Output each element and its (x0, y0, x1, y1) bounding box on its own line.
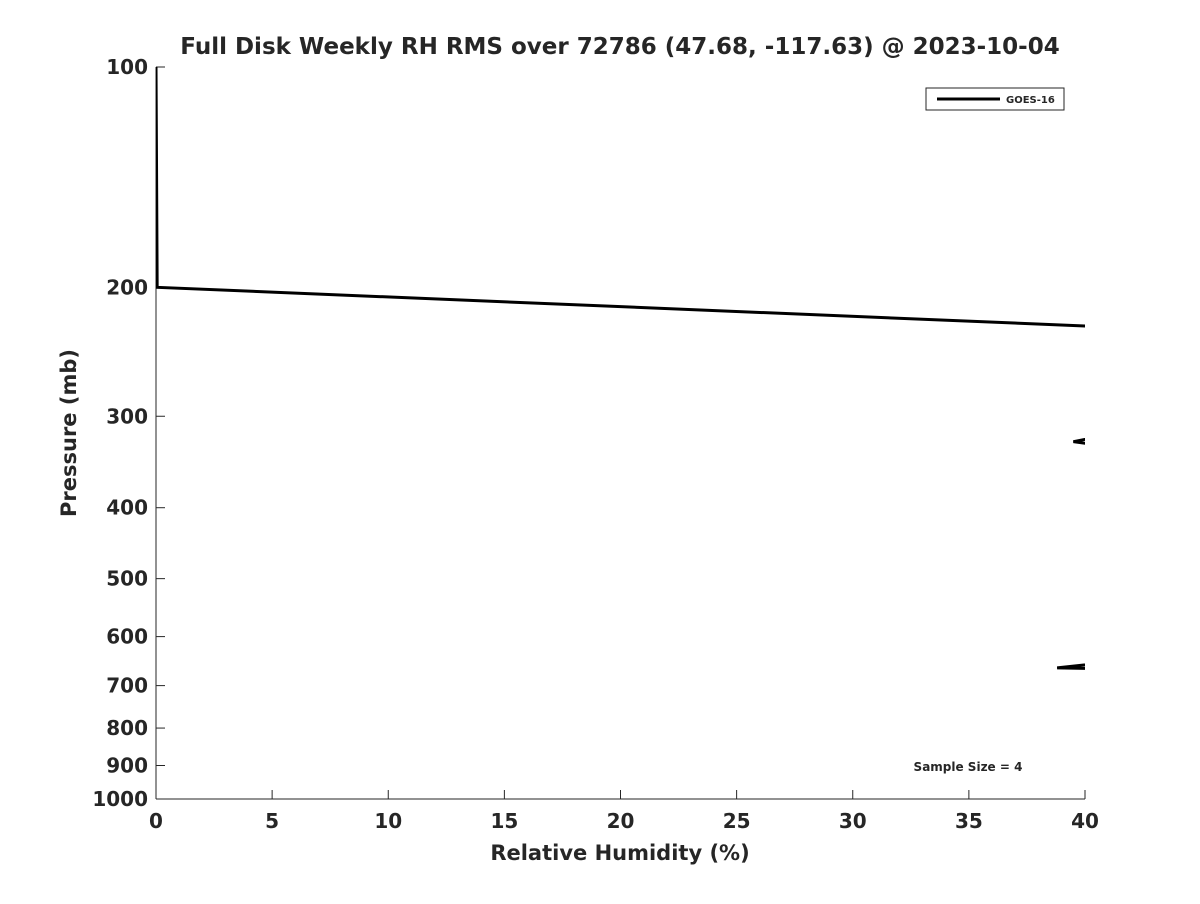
axes: 0 5 10 15 20 25 30 35 40 100 200 300 400 500 600 700 800… (92, 55, 1099, 833)
series-line-goes-16 (156, 67, 1085, 670)
x-tick-label: 5 (265, 809, 279, 833)
y-tick-label: 1000 (92, 787, 148, 811)
sample-size-annotation: Sample Size = 4 (914, 760, 1023, 774)
y-tick-label: 300 (106, 404, 148, 428)
y-tick-label: 800 (106, 716, 148, 740)
series-group (156, 67, 1085, 670)
legend-label-goes-16: GOES-16 (1006, 95, 1055, 106)
x-tick-label: 40 (1071, 809, 1099, 833)
y-tick-label: 500 (106, 567, 148, 591)
x-axis-label: Relative Humidity (%) (490, 841, 749, 865)
x-tick-label: 25 (723, 809, 751, 833)
x-tick-label: 30 (839, 809, 867, 833)
y-tick-label: 400 (106, 496, 148, 520)
y-tick-label: 900 (106, 754, 148, 778)
x-tick-label: 35 (955, 809, 983, 833)
y-axis-label: Pressure (mb) (57, 349, 81, 517)
x-tick-label: 0 (149, 809, 163, 833)
y-tick-label: 200 (106, 275, 148, 299)
x-tick-label: 10 (374, 809, 402, 833)
legend: GOES-16 (925, 87, 1065, 111)
chart-title: Full Disk Weekly RH RMS over 72786 (47.6… (180, 34, 1059, 60)
y-tick-label: 700 (106, 674, 148, 698)
x-tick-label: 20 (607, 809, 635, 833)
y-tick-label: 600 (106, 625, 148, 649)
y-tick-label: 100 (106, 55, 148, 79)
x-tick-label: 15 (490, 809, 518, 833)
